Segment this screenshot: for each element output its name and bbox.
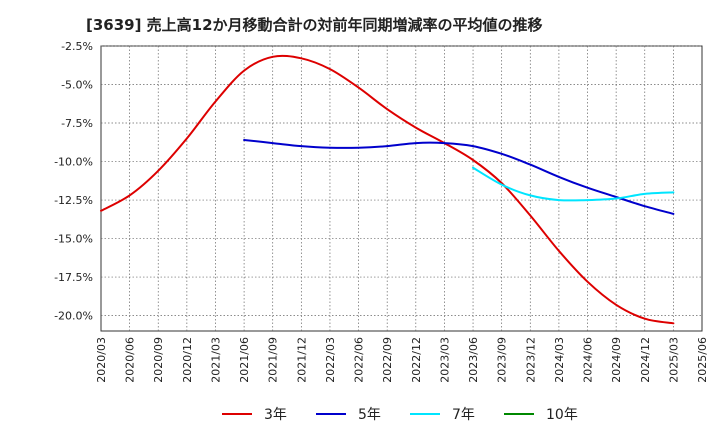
y-tick-label: -2.5% [61, 40, 93, 53]
y-tick-label: -5.0% [61, 79, 93, 92]
x-tick-label: 2024/12 [639, 337, 652, 383]
x-tick-label: 2021/09 [267, 337, 280, 383]
x-tick-label: 2022/12 [410, 337, 423, 383]
y-tick-label: -20.0% [54, 310, 93, 323]
x-tick-label: 2024/09 [610, 337, 623, 383]
legend-label: 5年 [358, 407, 381, 423]
y-tick-label: -15.0% [54, 233, 93, 246]
y-tick-label: -10.0% [54, 156, 93, 169]
legend-label: 10年 [546, 407, 578, 423]
y-tick-label: -12.5% [54, 194, 93, 207]
x-tick-label: 2020/12 [181, 337, 194, 383]
x-tick-label: 2025/06 [696, 337, 709, 383]
x-tick-label: 2021/06 [238, 337, 251, 383]
x-tick-label: 2023/06 [467, 337, 480, 383]
plot-frame [100, 45, 703, 332]
series-line-2 [243, 139, 675, 215]
x-tick-label: 2022/03 [324, 337, 337, 383]
x-tick-label: 2024/06 [582, 337, 595, 383]
x-tick-label: 2025/03 [667, 337, 680, 383]
legend-label: 7年 [452, 407, 475, 423]
x-tick-label: 2020/09 [152, 337, 165, 383]
series-line-3 [472, 166, 675, 202]
x-tick-label: 2023/12 [524, 337, 537, 383]
chart-title: [3639] 売上高12か月移動合計の対前年同期増減率の平均値の推移 [86, 16, 543, 34]
y-tick-label: -7.5% [61, 117, 93, 130]
x-tick-label: 2022/06 [353, 337, 366, 383]
series-line-1 [100, 54, 675, 325]
x-tick-label: 2024/03 [553, 337, 566, 383]
x-tick-label: 2023/09 [496, 337, 509, 383]
y-tick-label: -17.5% [54, 271, 93, 284]
x-tick-label: 2021/03 [209, 337, 222, 383]
legend-label: 3年 [264, 407, 287, 423]
x-tick-label: 2021/12 [295, 337, 308, 383]
x-tick-label: 2020/06 [124, 337, 137, 383]
x-tick-label: 2020/03 [95, 337, 108, 383]
x-tick-label: 2022/09 [381, 337, 394, 383]
x-tick-label: 2023/03 [438, 337, 451, 383]
